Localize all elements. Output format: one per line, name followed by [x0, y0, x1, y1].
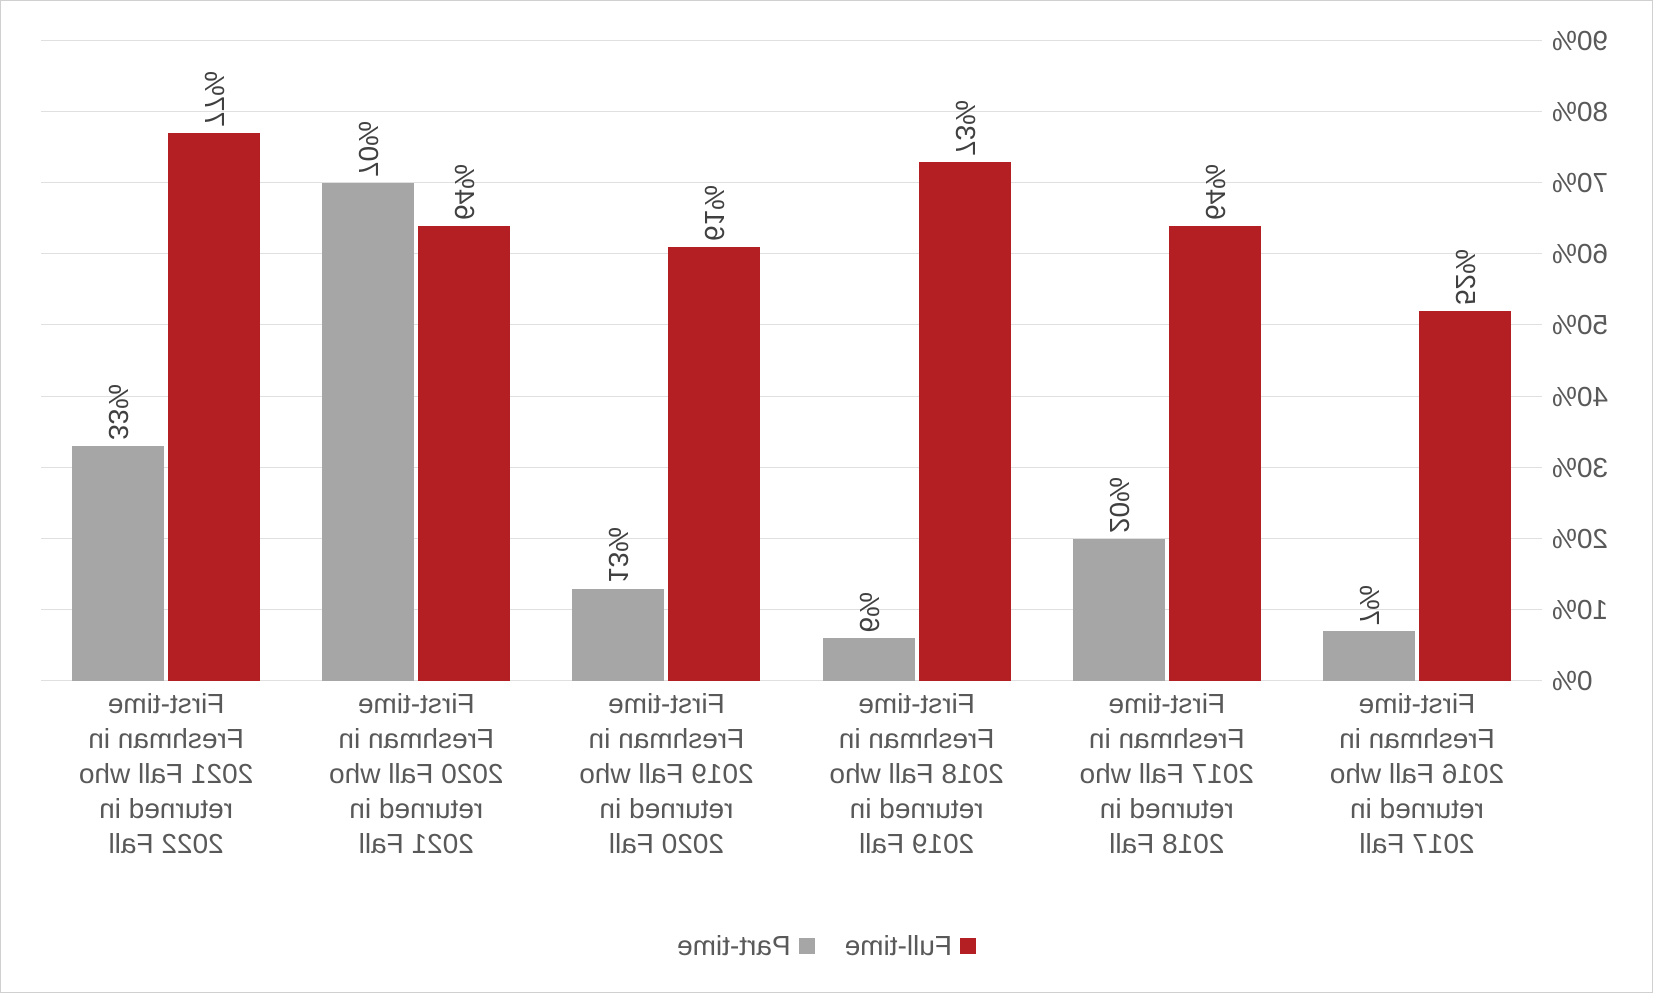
bar-group: 77%33%	[41, 41, 291, 681]
x-category-label: First-time Freshman in 2021 Fall who ret…	[41, 686, 291, 861]
bar-part-time: 6%	[823, 638, 915, 681]
y-tick-label: 10%	[1552, 594, 1632, 626]
bar-part-time: 33%	[72, 446, 164, 681]
bar-full-time: 77%	[168, 133, 260, 681]
x-category-label: First-time Freshman in 2018 Fall who ret…	[791, 686, 1041, 861]
bar-full-time: 64%	[418, 226, 510, 681]
x-category-label: First-time Freshman in 2017 Fall who ret…	[1042, 686, 1292, 861]
legend-swatch	[799, 938, 815, 954]
bar-group: 64%20%	[1042, 41, 1292, 681]
x-axis-labels: First-time Freshman in 2016 Fall who ret…	[41, 686, 1542, 861]
bar-value-label: 64%	[448, 164, 480, 226]
legend: Full-time Part-time	[1, 930, 1652, 962]
bar-full-time: 61%	[668, 247, 760, 681]
bars-layer: 52%7%64%20%73%6%61%13%64%70%77%33%	[41, 41, 1542, 681]
bar-part-time: 13%	[572, 589, 664, 681]
bar-full-time: 52%	[1419, 311, 1511, 681]
bar-value-label: 77%	[198, 71, 230, 133]
x-category-label: First-time Freshman in 2019 Fall who ret…	[541, 686, 791, 861]
y-tick-label: 50%	[1552, 309, 1632, 341]
legend-item-part-time: Part-time	[677, 930, 815, 962]
y-tick-label: 40%	[1552, 381, 1632, 413]
plot-area: 0%10%20%30%40%50%60%70%80%90% 52%7%64%20…	[41, 41, 1542, 681]
bar-value-label: 70%	[352, 121, 384, 183]
legend-swatch	[960, 938, 976, 954]
bar-value-label: 73%	[949, 100, 981, 162]
bar-group: 61%13%	[541, 41, 791, 681]
bar-part-time: 70%	[322, 183, 414, 681]
bar-value-label: 52%	[1449, 249, 1481, 311]
bar-value-label: 64%	[1199, 164, 1231, 226]
y-tick-label: 90%	[1552, 25, 1632, 57]
x-category-label: First-time Freshman in 2020 Fall who ret…	[291, 686, 541, 861]
bar-value-label: 20%	[1103, 477, 1135, 539]
legend-label: Part-time	[677, 930, 791, 962]
bar-full-time: 64%	[1169, 226, 1261, 681]
legend-label: Full-time	[845, 930, 952, 962]
bar-group: 64%70%	[291, 41, 541, 681]
legend-item-full-time: Full-time	[845, 930, 976, 962]
y-tick-label: 0%	[1552, 665, 1632, 697]
bar-part-time: 20%	[1073, 539, 1165, 681]
x-category-label: First-time Freshman in 2016 Fall who ret…	[1292, 686, 1542, 861]
bar-value-label: 61%	[698, 185, 730, 247]
bar-value-label: 6%	[853, 592, 885, 638]
bar-value-label: 7%	[1353, 585, 1385, 631]
bar-full-time: 73%	[919, 162, 1011, 681]
bar-value-label: 33%	[102, 384, 134, 446]
y-tick-label: 80%	[1552, 96, 1632, 128]
y-tick-label: 30%	[1552, 452, 1632, 484]
bar-group: 73%6%	[791, 41, 1041, 681]
bar-group: 52%7%	[1292, 41, 1542, 681]
y-tick-label: 20%	[1552, 523, 1632, 555]
bar-value-label: 13%	[602, 527, 634, 589]
y-tick-label: 70%	[1552, 167, 1632, 199]
bar-part-time: 7%	[1323, 631, 1415, 681]
y-tick-label: 60%	[1552, 238, 1632, 270]
retention-bar-chart: 0%10%20%30%40%50%60%70%80%90% 52%7%64%20…	[0, 0, 1653, 993]
